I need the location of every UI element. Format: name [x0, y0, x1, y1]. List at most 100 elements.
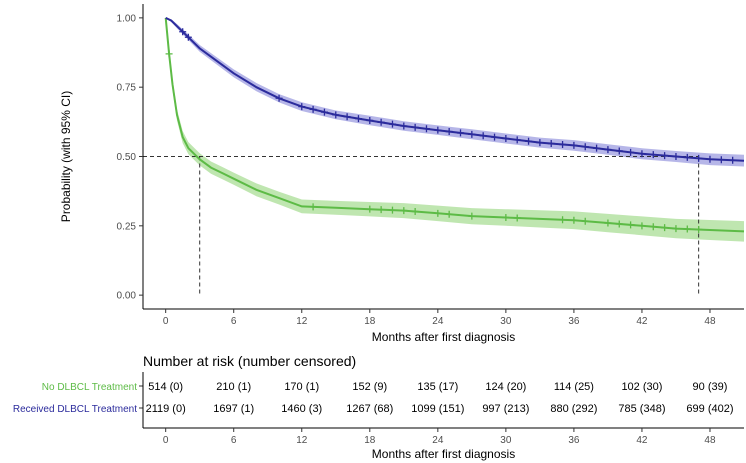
censor-mark [649, 223, 657, 231]
risk-cell: 699 (402) [686, 403, 733, 415]
x-tick-label: 12 [296, 316, 308, 327]
censor-mark [638, 222, 646, 230]
censor-mark [434, 126, 442, 134]
censor-mark [638, 150, 646, 158]
censor-mark [491, 133, 499, 141]
risk-x-tick-label: 18 [364, 435, 376, 446]
x-tick-label: 0 [163, 316, 169, 327]
censor-mark [661, 152, 669, 160]
censor-mark [502, 134, 510, 142]
censor-mark [649, 151, 657, 159]
censor-mark [729, 156, 737, 164]
censor-mark [309, 105, 317, 113]
x-tick-label: 42 [636, 316, 648, 327]
censor-mark [661, 224, 669, 232]
x-tick-label: 24 [432, 316, 444, 327]
x-tick-label: 6 [231, 316, 237, 327]
risk-x-tick-label: 36 [568, 435, 580, 446]
y-tick-label: 0.50 [117, 152, 137, 163]
censor-mark [366, 205, 374, 213]
censor-mark [559, 216, 567, 224]
censor-mark [525, 137, 533, 145]
survival-curves [164, 16, 745, 233]
risk-x-tick-label: 42 [636, 435, 648, 446]
x-axis-ticks: 0 6 12 18 24 30 36 42 48 [163, 309, 716, 327]
risk-table-x-axis-title: Months after first diagnosis [372, 447, 515, 461]
risk-cell: 997 (213) [482, 403, 529, 415]
censor-mark [604, 146, 612, 154]
risk-cell: 114 (25) [554, 381, 594, 393]
censor-mark [502, 214, 510, 221]
censor-mark [547, 140, 555, 148]
censor-mark [717, 156, 725, 164]
censor-mark [627, 148, 635, 156]
risk-cell: 90 (39) [693, 381, 728, 393]
censor-mark [332, 111, 340, 119]
censor-mark [354, 115, 362, 123]
censor-mark [468, 130, 476, 138]
censor-mark [165, 50, 173, 58]
x-tick-label: 36 [568, 316, 580, 327]
censor-mark [672, 225, 680, 233]
censor-mark [298, 103, 306, 111]
risk-cell: 124 (20) [485, 381, 526, 393]
censor-mark [411, 207, 419, 215]
censor-mark [615, 147, 623, 155]
risk-cell: 102 (30) [621, 381, 662, 393]
censor-mark [445, 128, 453, 136]
y-tick-label: 1.00 [117, 13, 137, 24]
censor-mark [320, 108, 328, 116]
risk-row-label: Received DLBCL Treatment [13, 404, 137, 415]
risk-cell: 1267 (68) [346, 403, 393, 415]
risk-table: Number at risk (number censored) No DLBC… [13, 353, 744, 461]
censor-mark [559, 140, 567, 148]
censor-mark [570, 216, 578, 224]
censor-mark [627, 221, 635, 229]
risk-x-tick-label: 24 [432, 435, 444, 446]
confidence-bands [165, 17, 744, 242]
risk-cell: 135 (17) [417, 381, 458, 393]
risk-cell: 152 (9) [352, 381, 387, 393]
risk-row-label: No DLBCL Treatment [42, 382, 137, 393]
y-axis-title: Probability (with 95% CI) [59, 91, 73, 222]
risk-cell: 1460 (3) [281, 403, 322, 415]
censor-mark [309, 203, 317, 211]
censor-mark [695, 226, 703, 234]
censor-mark [400, 207, 408, 215]
censor-mark [275, 94, 283, 102]
x-axis-title: Months after first diagnosis [372, 330, 515, 344]
survival-curve-series-0 [164, 17, 745, 233]
censor-mark [593, 144, 601, 152]
censor-mark [388, 120, 396, 128]
censor-mark [366, 116, 374, 124]
risk-cell: 1697 (1) [213, 403, 254, 415]
risk-table-x-ticks: 0 6 12 18 24 30 36 42 48 [163, 428, 716, 446]
risk-x-tick-label: 12 [296, 435, 308, 446]
survival-curve-series-1 [165, 16, 745, 162]
survival-plot: 0.00 0.25 0.50 0.75 1.00 0 6 12 18 24 30 36 42 48 Pr… [59, 4, 745, 344]
ci-band-series-0 [165, 17, 744, 242]
y-axis-ticks: 0.00 0.25 0.50 0.75 1.00 [117, 13, 143, 302]
censor-mark [695, 154, 703, 162]
risk-x-tick-label: 6 [231, 435, 237, 446]
risk-table-rows: No DLBCL Treatment 514 (0) 210 (1) 170 (1) 1… [13, 381, 734, 415]
censor-mark [468, 212, 476, 220]
censor-mark [411, 123, 419, 131]
censor-mark [388, 206, 396, 214]
censor-mark [479, 132, 487, 140]
censor-mark [581, 217, 589, 225]
censor-mark [706, 155, 714, 163]
censor-mark [604, 219, 612, 227]
censor-mark [422, 125, 430, 133]
censor-mark [615, 220, 623, 228]
risk-table-title: Number at risk (number censored) [143, 353, 356, 369]
risk-cell: 880 (292) [550, 403, 597, 415]
censor-mark [581, 143, 589, 151]
median-reference-lines [143, 156, 700, 295]
censor-mark [434, 209, 442, 217]
censor-mark [683, 153, 691, 161]
y-tick-label: 0.25 [117, 221, 137, 232]
risk-cell: 170 (1) [284, 381, 319, 393]
censor-mark [672, 153, 680, 160]
